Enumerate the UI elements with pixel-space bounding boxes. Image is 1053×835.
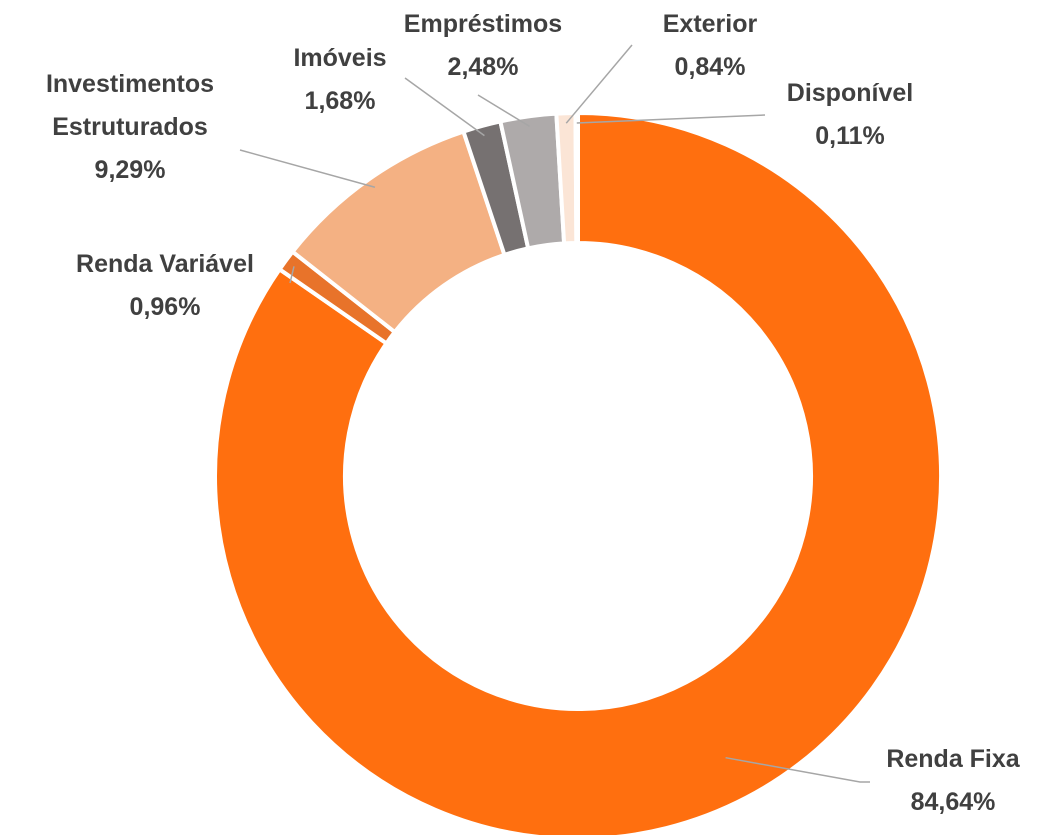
- value-label: 2,48%: [447, 53, 519, 81]
- data-label: Imóveis 1,68%: [260, 37, 420, 123]
- value-label: 0,11%: [815, 122, 885, 150]
- data-label: Investimentos Estruturados 9,29%: [0, 63, 260, 192]
- category-label: Exterior: [662, 10, 758, 38]
- data-label: Renda Fixa 84,64%: [853, 738, 1053, 824]
- leader-line: [404, 77, 485, 137]
- data-label: Renda Variável 0,96%: [35, 243, 295, 329]
- data-label: Disponível 0,11%: [760, 72, 940, 158]
- leader-line: [725, 756, 870, 783]
- category-label: Imóveis: [293, 44, 387, 72]
- leader-line: [576, 114, 766, 124]
- value-label: 84,64%: [910, 788, 996, 816]
- value-label: 0,84%: [674, 53, 746, 81]
- value-label: 9,29%: [94, 156, 166, 184]
- category-label: Empréstimos: [403, 10, 563, 38]
- category-label: Investimentos Estruturados: [45, 70, 215, 141]
- value-label: 1,68%: [304, 87, 376, 115]
- category-label: Renda Variável: [76, 250, 254, 278]
- value-label: 0,96%: [129, 293, 201, 321]
- category-label: Disponível: [786, 79, 914, 107]
- data-label: Exterior 0,84%: [630, 3, 790, 89]
- donut-slice: [573, 110, 580, 246]
- leader-line: [477, 94, 530, 127]
- data-label: Empréstimos 2,48%: [383, 3, 583, 89]
- leader-line: [289, 266, 295, 284]
- donut-slice: [213, 110, 943, 835]
- category-label: Renda Fixa: [886, 745, 1020, 773]
- leader-line: [239, 149, 376, 188]
- leader-line: [565, 44, 633, 124]
